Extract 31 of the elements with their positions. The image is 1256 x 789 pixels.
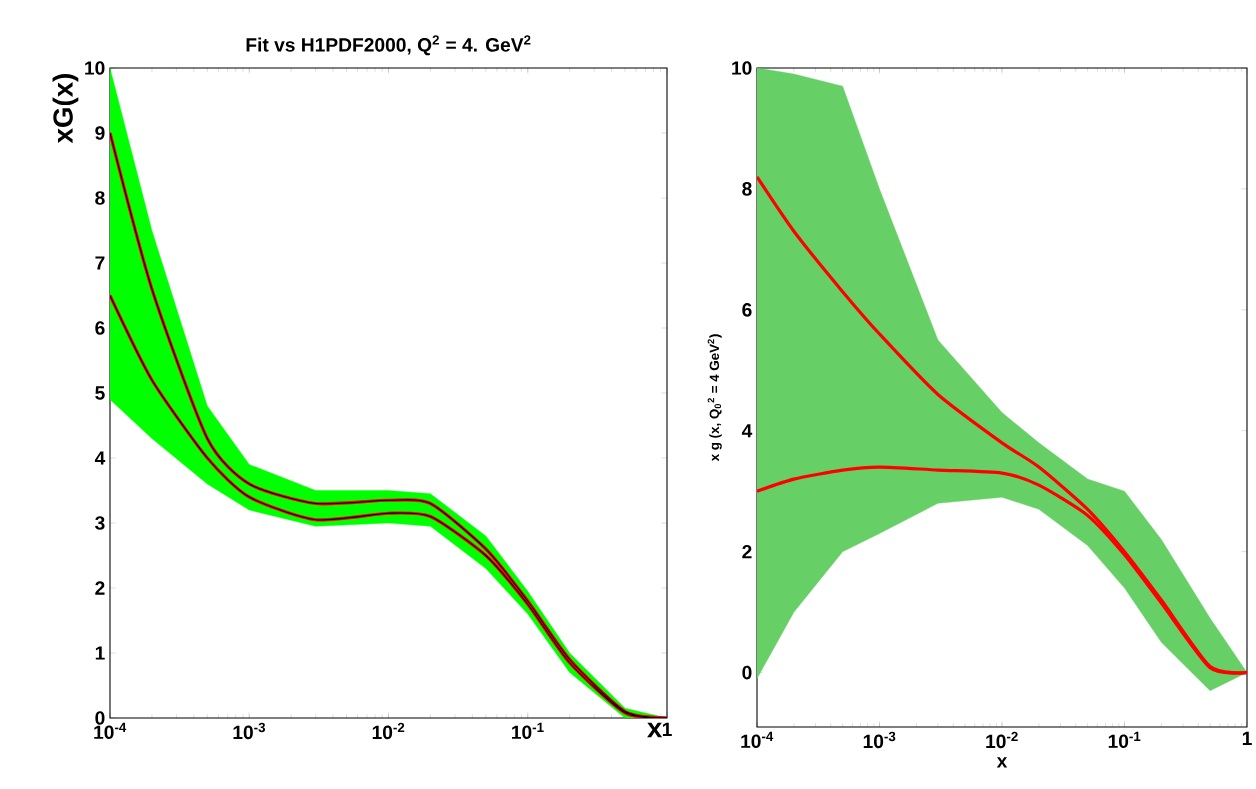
y-tick-label: 2	[742, 544, 752, 559]
x-tick-label: 1	[662, 722, 672, 736]
x-tick-label: 1	[1242, 731, 1252, 745]
x-tick-label: 10$^{-2}$	[986, 731, 1018, 749]
y-tick-label: 0	[742, 665, 752, 680]
x-tick-label: 10$^{-1}$	[1108, 731, 1141, 749]
y-tick-label: 9	[95, 126, 105, 140]
y-tick-label: 7	[95, 256, 105, 270]
y-tick-label: 1	[95, 646, 105, 660]
x-tick-label: 10$^{-3}$	[863, 731, 896, 749]
y-tick-label: 10	[732, 61, 752, 75]
x-tick-label: 10$^{-3}$	[233, 722, 266, 740]
y-axis-title: xG(x)	[52, 74, 79, 144]
x-tick-label: 10$^{-4}$	[741, 731, 774, 749]
x-axis-title: x	[996, 757, 1008, 768]
y-axis-title: x g (x, Q$_{0}$$^{2}$ = 4 GeV$^{2}$)	[707, 334, 722, 462]
y-tick-label: 4	[94, 451, 106, 465]
y-tick-label: 8	[742, 182, 752, 196]
y-tick-label: 10	[85, 61, 105, 75]
y-tick-label: 8	[95, 191, 105, 205]
x-axis-title: x	[647, 722, 663, 738]
y-tick-label: 0	[95, 711, 105, 725]
y-tick-label: 4	[741, 424, 753, 438]
y-tick-label: 2	[95, 581, 105, 595]
y-tick-label: 6	[742, 303, 752, 317]
y-tick-label: 6	[95, 321, 105, 335]
y-tick-label: 3	[95, 516, 105, 530]
x-tick-label: 10$^{-2}$	[372, 722, 405, 740]
chart-title: Fit vs H1PDF2000, Q$^{2}$ = 4. GeV$^{2}$	[246, 35, 531, 56]
x-tick-label: 10$^{-1}$	[512, 722, 544, 740]
y-tick-label: 5	[95, 386, 105, 400]
